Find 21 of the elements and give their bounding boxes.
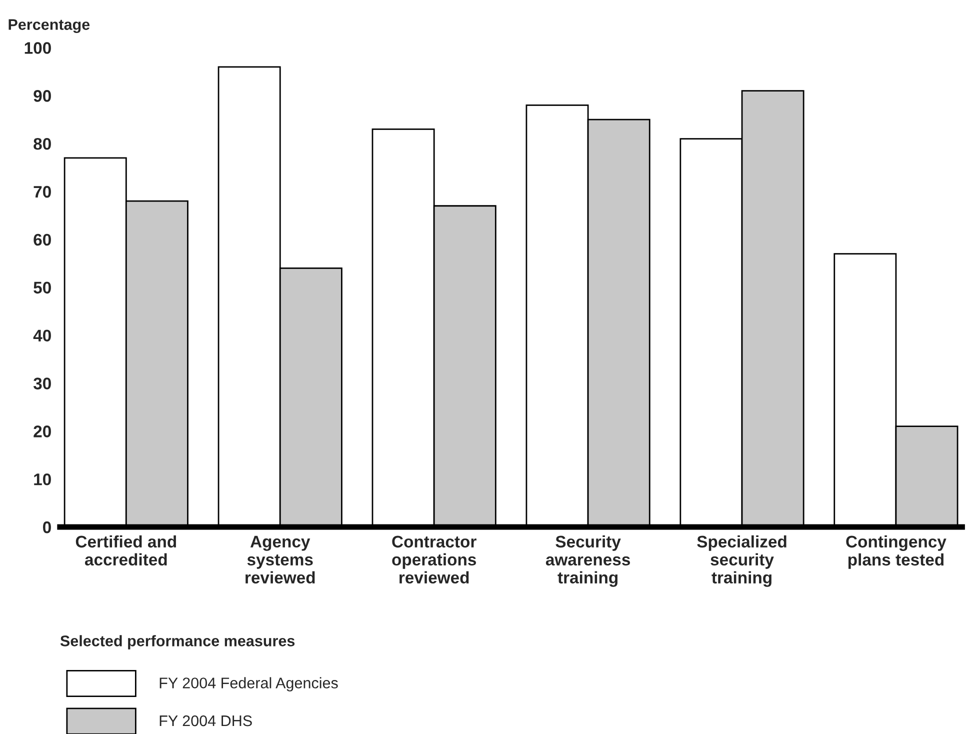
y-tick-label: 30 xyxy=(33,378,51,390)
x-axis-title: Selected performance measures xyxy=(60,635,295,650)
y-tick-label: 100 xyxy=(24,42,51,54)
y-tick-label: 20 xyxy=(34,426,51,438)
x-tick-label: Agency systems reviewed xyxy=(246,536,315,584)
y-tick-label: 90 xyxy=(34,90,51,102)
y-tick-label: 80 xyxy=(34,138,51,150)
x-tick-label: Contingency plans tested xyxy=(846,535,946,569)
x-tick-label: Specialized security training xyxy=(697,535,786,587)
x-tick-label: Security awareness training xyxy=(546,535,630,587)
y-tick-label: 10 xyxy=(34,473,51,486)
legend-label: FY 2004 Federal Agencies xyxy=(160,677,338,692)
y-axis-title: Percentage xyxy=(8,19,90,34)
x-tick-label: Certified and accredited xyxy=(76,535,176,566)
y-tick-label: 40 xyxy=(33,330,51,342)
y-tick-label: 70 xyxy=(34,186,51,198)
legend-label: FY 2004 DHS xyxy=(160,715,252,726)
x-tick-label: Contractor operations reviewed xyxy=(392,536,476,584)
y-tick-label: 60 xyxy=(34,234,51,246)
y-tick-label: 50 xyxy=(34,282,51,294)
y-tick-label: 0 xyxy=(43,521,51,534)
